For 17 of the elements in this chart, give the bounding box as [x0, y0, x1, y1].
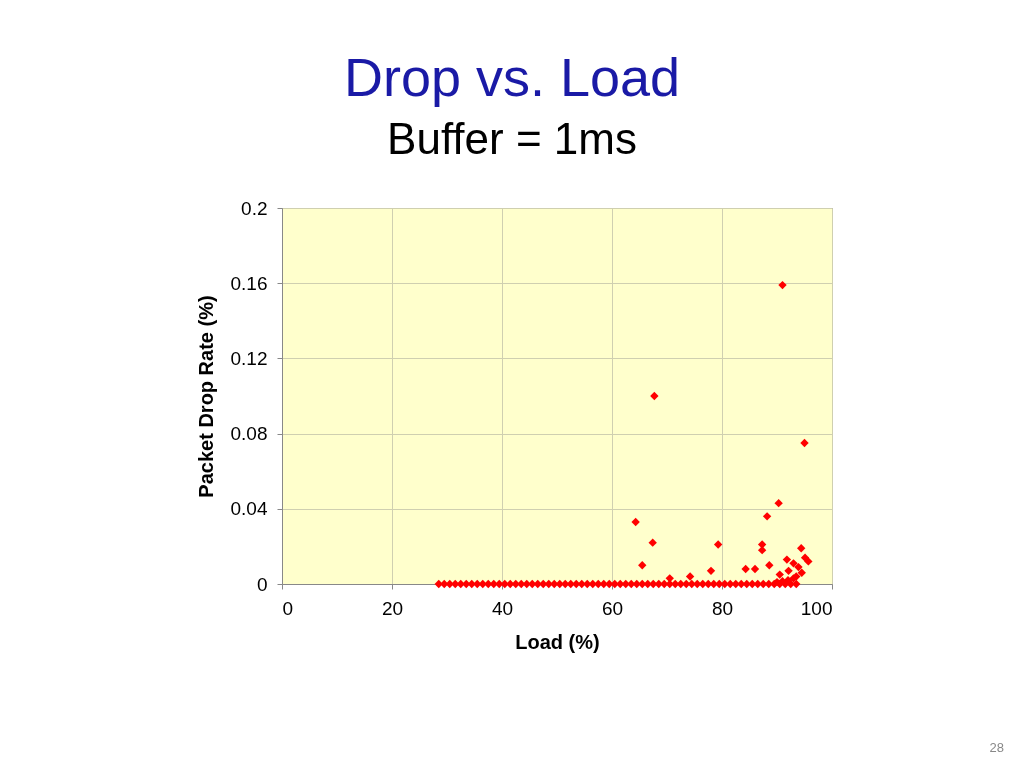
y-tick-label: 0.04 [230, 498, 268, 520]
chart-title: Drop vs. Load [343, 47, 681, 107]
chart-subtitle: Buffer = 1ms [387, 114, 637, 163]
x-tick-label: 20 [381, 597, 404, 619]
x-tick-label: 60 [601, 597, 624, 619]
text: 28 [989, 740, 1004, 755]
y-tick-label: 0 [256, 573, 268, 595]
x-tick-label: 0 [282, 597, 294, 619]
x-tick-label: 40 [491, 597, 514, 619]
x-tick-label: 80 [711, 597, 734, 619]
x-axis-title: Load (%) [515, 630, 600, 653]
y-tick-label: 0.12 [230, 347, 268, 369]
y-tick-label: 0.08 [230, 423, 268, 445]
x-tick-label: 100 [800, 597, 833, 619]
y-tick-label: 0.2 [241, 197, 268, 219]
y-axis-title: Packet Drop Rate (%) [194, 295, 217, 498]
y-tick-label: 0.16 [230, 272, 268, 294]
